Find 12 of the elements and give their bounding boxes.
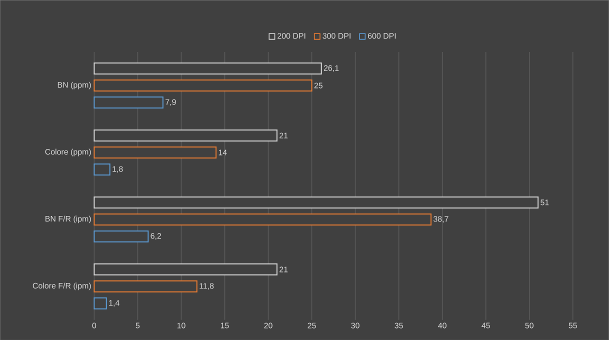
bar [94, 230, 149, 242]
bar [94, 62, 322, 74]
bar [94, 79, 312, 92]
bar [94, 129, 278, 142]
bar [94, 213, 432, 226]
bar [94, 163, 110, 176]
bar [94, 146, 217, 158]
bar [94, 297, 107, 310]
bar [94, 280, 198, 292]
bar [94, 96, 164, 108]
bar [94, 263, 278, 276]
bar [94, 196, 539, 208]
